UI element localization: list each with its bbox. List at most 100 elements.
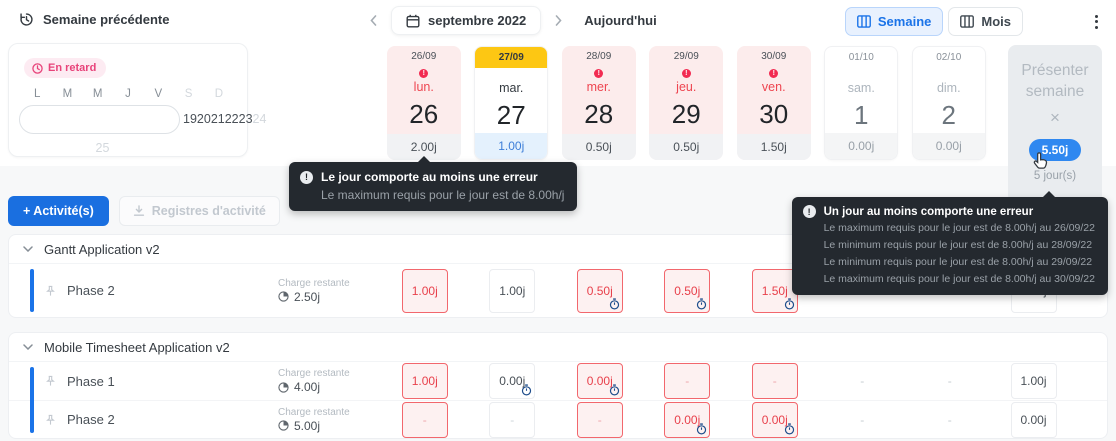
charge-value: 2.50j [294,289,321,304]
hand-cursor-icon [1032,151,1051,174]
timesheet-cell-empty: - [860,412,865,427]
date-cell[interactable]: 20 [196,112,211,126]
download-icon [133,205,145,217]
day-number: 30 [759,99,789,129]
day-total: 0.50j [561,134,636,160]
timesheet-cell-empty: - [947,412,952,427]
remaining-charge: Charge restante 5.00j [261,407,381,433]
timesheet-cell-empty: - [860,374,865,388]
day-date: 01/10 [848,52,874,63]
day-date: 02/10 [936,52,962,63]
pin-icon[interactable] [45,375,56,387]
late-badge: En retard [24,58,107,78]
section-header[interactable]: Gantt Application v2 [9,235,1107,263]
clock-icon [32,62,43,74]
timesheet-cell[interactable]: - [576,401,623,438]
date-cell[interactable]: 21 [210,112,225,126]
timesheet-cell[interactable]: 1.00j [489,268,536,313]
timesheet-cell[interactable]: 0.00j [664,401,711,438]
remaining-charge: Charge restante 2.50j [261,278,381,304]
day-name: dim. [936,81,961,95]
pin-icon[interactable] [45,414,56,426]
date-cell[interactable]: 23 [238,112,253,126]
exclamation-circle-icon: ! [300,170,313,184]
timesheet-cell[interactable]: - [664,363,711,399]
activity-register-button[interactable]: Registres d'activité [118,196,280,226]
date-navigation: septembre 2022 Aujourd'hui [366,6,657,35]
previous-week-label: Semaine précédente [43,12,170,27]
add-activity-button[interactable]: + Activité(s) [8,196,109,226]
week-total-pill[interactable]: 5.50j [1029,139,1081,161]
close-icon[interactable]: × [1050,108,1060,127]
error-dot-icon: ! [419,69,429,78]
timesheet-cell[interactable]: - [401,401,448,438]
phase-name: Phase 2 [67,283,115,298]
day-name: mer. [586,80,611,94]
day-date: 28/09 [586,51,612,62]
week-view-label: Semaine [877,14,932,29]
day-card-tuesday[interactable]: 27/09 mar. 27 1.00j [474,46,549,160]
month-picker-button[interactable]: septembre 2022 [391,6,542,35]
day-number: 27 [496,100,526,130]
week-error-tooltip: ! Un jour au moins comporte une erreur L… [791,191,1108,295]
calendar-icon [406,14,420,28]
exclamation-circle-icon: ! [802,205,816,218]
day-date: 30/09 [761,51,787,62]
day-date: 29/09 [673,51,699,62]
section-header[interactable]: Mobile Timesheet Application v2 [9,333,1107,361]
day-card-sunday[interactable]: 02/10 dim. 2 0.00j [911,46,986,160]
timesheet-cell-empty: - [947,374,952,388]
late-badge-label: En retard [48,62,97,74]
day-card-monday[interactable]: 26/09 ! lun. 26 2.00j [386,46,461,160]
timesheet-cell[interactable]: - [751,363,798,399]
day-name: ven. [761,80,786,94]
date-cell[interactable]: 22 [224,112,239,126]
tooltip-title: Le jour comporte au moins une erreur [321,170,538,184]
day-card-friday[interactable]: 30/09 ! ven. 30 1.50j [736,46,811,160]
tooltip-line: Le maximum requis pour le jour est de 8.… [321,188,565,202]
project-title: Mobile Timesheet Application v2 [44,339,230,355]
timesheet-cell[interactable]: 1.50j [751,268,798,313]
row-total: 1.00j [1010,363,1057,399]
timesheet-cell[interactable]: 0.00j [576,363,623,399]
kebab-menu-icon[interactable] [1089,11,1104,33]
today-button[interactable]: Aujourd'hui [584,13,657,28]
timesheet-cell[interactable]: 0.50j [576,268,623,313]
timesheet-cell[interactable]: 1.00j [401,363,448,399]
selected-range-outline [19,105,180,134]
table-row: Phase 2 Charge restante 5.00j - - - [9,400,1107,438]
present-week-panel[interactable]: Présenter semaine × 5.50j 5 jour(s) [1008,45,1102,203]
late-week-card: En retard L M M J V S D 19 20 21 22 23 2… [8,43,266,157]
tooltip-title: Un jour au moins comporte une erreur [823,205,1034,218]
chevron-right-icon[interactable] [551,11,566,30]
month-label: septembre 2022 [428,13,527,28]
date-cell[interactable]: 19 [183,112,197,126]
day-card-saturday[interactable]: 01/10 sam. 1 0.00j [824,46,899,160]
timesheet-cell[interactable]: 0.00j [751,401,798,438]
actions-row: + Activité(s) Registres d'activité [8,196,280,226]
date-cell[interactable]: 24 [252,112,267,126]
day-number: 29 [671,99,701,129]
timesheet-cell[interactable]: 0.00j [489,363,536,399]
week-view-button[interactable]: Semaine [844,7,944,36]
pin-icon[interactable] [45,285,56,297]
timesheet-cell[interactable]: 1.00j [401,268,448,313]
day-total: 1.00j [475,133,548,159]
previous-week-button[interactable]: Semaine précédente [19,12,169,27]
history-clock-icon [19,12,34,27]
pie-icon [278,381,289,393]
date-cell[interactable]: 25 [95,141,110,155]
charge-label: Charge restante [278,368,350,379]
month-view-button[interactable]: Mois [948,7,1023,36]
day-total: 1.50j [736,134,811,160]
day-card-thursday[interactable]: 29/09 ! jeu. 29 0.50j [649,46,724,160]
timesheet-cell[interactable]: 0.50j [664,268,711,313]
chevron-left-icon[interactable] [366,11,381,30]
stopwatch-icon [521,384,532,396]
phase-name: Phase 1 [67,373,115,389]
day-card-wednesday[interactable]: 28/09 ! mer. 28 0.50j [561,46,636,160]
timesheet-cell[interactable]: - [489,401,536,438]
stopwatch-icon [609,297,620,310]
week-day-cards: 26/09 ! lun. 26 2.00j 27/09 mar. 27 1.00… [380,46,993,160]
